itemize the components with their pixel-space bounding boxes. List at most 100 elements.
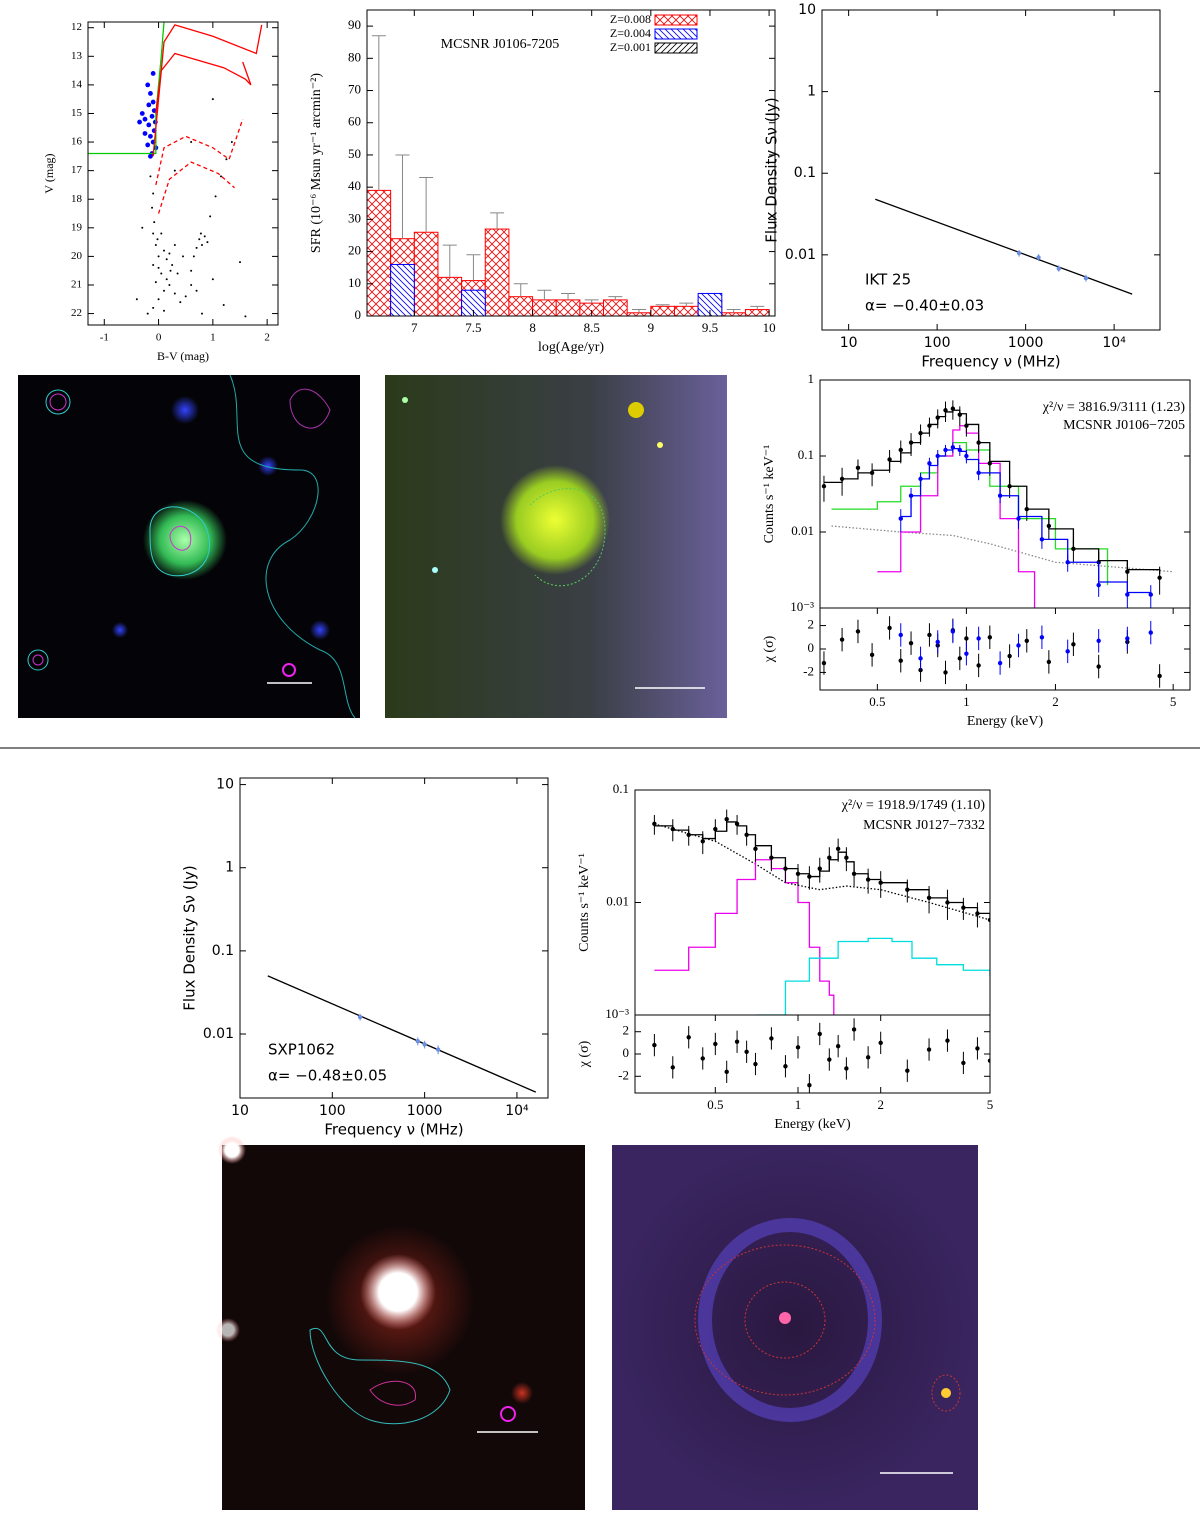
chart: 0.5 1 2 5 -2 0 2 Energy (keV) χ (σ) bbox=[762, 607, 1191, 729]
point bbox=[945, 1038, 950, 1043]
point bbox=[168, 283, 171, 286]
y-tick-label: 70 bbox=[348, 82, 361, 97]
point bbox=[1039, 537, 1045, 542]
point bbox=[918, 656, 923, 661]
point bbox=[908, 493, 914, 498]
point bbox=[211, 278, 214, 281]
point bbox=[190, 141, 193, 144]
bar bbox=[367, 189, 392, 316]
point bbox=[1016, 643, 1021, 648]
point bbox=[976, 470, 981, 476]
point bbox=[1125, 569, 1130, 574]
x-axis-label: Energy (keV) bbox=[774, 1117, 851, 1132]
point bbox=[1065, 649, 1070, 654]
plot-area bbox=[367, 35, 770, 316]
x-tick-label: 5 bbox=[987, 1097, 994, 1112]
x-axis-label: Frequency ν (MHz) bbox=[324, 1121, 463, 1139]
bar bbox=[555, 299, 581, 316]
plot-frame bbox=[634, 1014, 991, 1094]
point bbox=[670, 1065, 675, 1070]
point bbox=[148, 153, 153, 159]
y-tick-label: 60 bbox=[348, 114, 361, 129]
point bbox=[865, 1055, 871, 1060]
point bbox=[686, 1035, 691, 1040]
y-tick-label: 0.01 bbox=[785, 247, 816, 263]
x-tick-label: -1 bbox=[100, 332, 109, 344]
x-axis-label: log(Age/yr) bbox=[538, 340, 604, 355]
point bbox=[173, 292, 176, 295]
x-tick-label: 10⁴ bbox=[505, 1103, 529, 1119]
point bbox=[149, 113, 155, 119]
plot-area bbox=[821, 616, 1162, 688]
point bbox=[239, 261, 241, 264]
point bbox=[964, 636, 969, 641]
line bbox=[654, 823, 990, 921]
x-tick-label: 10 bbox=[763, 320, 776, 335]
x-tick-label: 8 bbox=[529, 320, 536, 335]
error-bar bbox=[632, 309, 646, 313]
x-tick-label: 0 bbox=[156, 332, 162, 344]
y-axis-label: Counts s⁻¹ keV⁻¹ bbox=[577, 853, 592, 952]
point bbox=[724, 1069, 729, 1075]
point bbox=[957, 412, 963, 417]
y-tick-label: 10 bbox=[348, 275, 361, 290]
bar bbox=[437, 276, 463, 316]
point bbox=[887, 625, 892, 631]
error-bar bbox=[561, 292, 576, 300]
point bbox=[724, 817, 729, 822]
point bbox=[169, 269, 172, 272]
point bbox=[1016, 250, 1022, 256]
chart: 7 7.5 8 8.5 9 9.5 10 0 10 20 30 40 50 60 70 80 90 log(Age… bbox=[309, 9, 776, 355]
point bbox=[152, 263, 155, 266]
y-tick-label: 1 bbox=[225, 860, 234, 876]
legend-label: Z=0.001 bbox=[610, 40, 651, 54]
error-bar bbox=[466, 254, 481, 281]
line bbox=[831, 525, 1174, 573]
point bbox=[827, 855, 832, 860]
point bbox=[160, 272, 163, 275]
plot-area bbox=[875, 198, 1133, 295]
annotation: SXP1062 bbox=[268, 1041, 335, 1059]
point bbox=[997, 660, 1003, 666]
point bbox=[142, 131, 148, 136]
annotation: χ²/ν = 3816.9/3111 (1.23) bbox=[1042, 400, 1186, 415]
line bbox=[88, 22, 165, 155]
point bbox=[209, 215, 212, 218]
point bbox=[1125, 592, 1130, 597]
error-bar bbox=[537, 289, 552, 300]
point bbox=[935, 639, 940, 645]
point bbox=[165, 258, 168, 261]
x-tick-label: 2 bbox=[877, 1097, 884, 1112]
point bbox=[163, 249, 165, 252]
x-tick-label: 8.5 bbox=[584, 320, 600, 335]
point bbox=[827, 1057, 832, 1062]
point bbox=[173, 169, 176, 172]
chart: 0.5 1 2 5 -2 0 2 Energy (keV) χ (σ) bbox=[577, 1014, 994, 1132]
legend-swatch bbox=[654, 28, 698, 40]
point bbox=[926, 1047, 932, 1052]
x-axis-label: Frequency ν (MHz) bbox=[921, 353, 1060, 371]
point bbox=[817, 1031, 822, 1037]
y-tick-label: 30 bbox=[348, 210, 361, 225]
image-panel bbox=[216, 1136, 585, 1510]
point bbox=[961, 1060, 966, 1066]
y-axis-label: Flux Density Sν (Jy) bbox=[181, 865, 199, 1010]
point bbox=[950, 445, 956, 450]
x-tick-label: 100 bbox=[924, 335, 951, 351]
point bbox=[148, 133, 153, 139]
point bbox=[839, 637, 845, 642]
point bbox=[898, 658, 903, 663]
point bbox=[898, 516, 903, 521]
point bbox=[1036, 255, 1041, 260]
point bbox=[163, 289, 165, 292]
point bbox=[211, 98, 214, 101]
point bbox=[869, 470, 875, 476]
y-axis-label: Flux Density Sν (Jy) bbox=[763, 97, 781, 242]
point bbox=[950, 406, 956, 411]
y-tick-label: 90 bbox=[348, 17, 361, 32]
plot-frame bbox=[821, 9, 1161, 331]
point bbox=[1039, 635, 1045, 640]
bar bbox=[673, 305, 699, 316]
point bbox=[987, 635, 993, 640]
error-bar bbox=[395, 154, 410, 239]
